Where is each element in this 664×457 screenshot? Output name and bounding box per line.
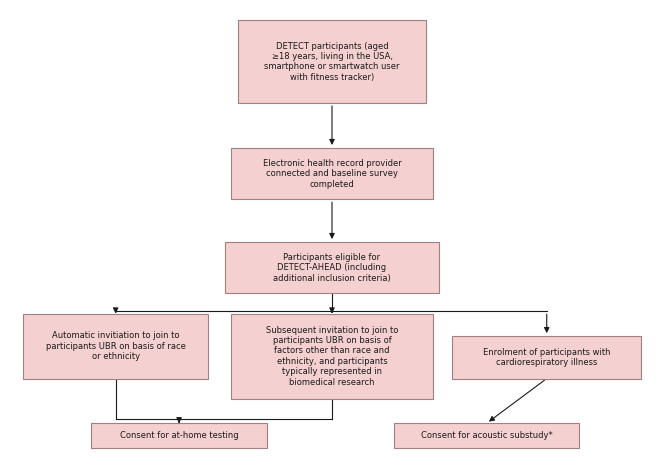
Text: Consent for at-home testing: Consent for at-home testing	[120, 431, 238, 440]
Bar	[238, 20, 426, 103]
Text: DETECT participants (aged
≥18 years, living in the USA,
smartphone or smartwatch: DETECT participants (aged ≥18 years, liv…	[264, 42, 400, 82]
Text: Automatic invitiation to join to
participants UBR on basis of race
or ethnicity: Automatic invitiation to join to partici…	[46, 331, 185, 361]
Bar	[452, 336, 641, 378]
Text: Consent for acoustic substudy*: Consent for acoustic substudy*	[421, 431, 552, 440]
Bar	[394, 423, 579, 448]
Text: Electronic health record provider
connected and baseline survey
completed: Electronic health record provider connec…	[263, 159, 401, 189]
Text: Subsequent invitation to join to
participants UBR on basis of
factors other than: Subsequent invitation to join to partici…	[266, 326, 398, 387]
Bar	[231, 148, 433, 199]
Bar	[231, 314, 433, 399]
Bar	[224, 242, 440, 293]
Bar	[23, 314, 208, 378]
Text: Enrolment of participants with
cardiorespiratory illness: Enrolment of participants with cardiores…	[483, 348, 610, 367]
Text: Participants eligible for
DETECT-AHEAD (including
additional inclusion criteria): Participants eligible for DETECT-AHEAD (…	[273, 253, 391, 282]
Bar	[91, 423, 267, 448]
